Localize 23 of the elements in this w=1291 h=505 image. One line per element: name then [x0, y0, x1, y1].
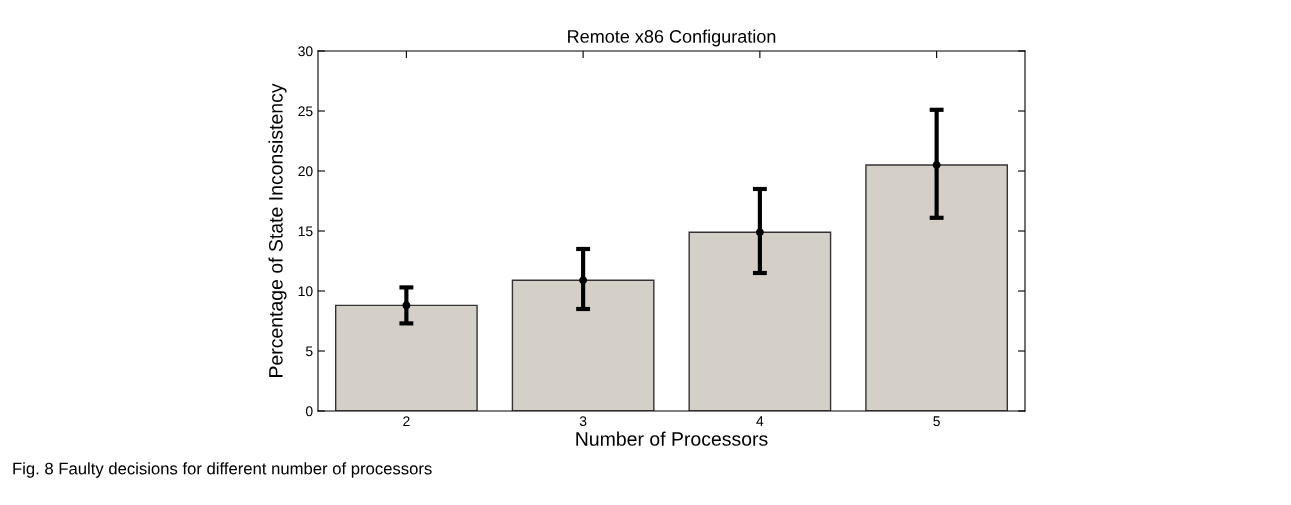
- y-tick-label: 20: [298, 166, 313, 177]
- point: [755, 228, 764, 237]
- y-tick-label: 0: [305, 406, 313, 417]
- y-tick-label: 5: [305, 346, 313, 357]
- y-tick-label: 30: [298, 46, 313, 57]
- y-tick-label: 10: [298, 286, 313, 297]
- point: [932, 161, 941, 169]
- bar: [688, 231, 832, 411]
- x-tick-label: 3: [579, 416, 587, 427]
- x-axis-title: Number of Processors: [576, 431, 768, 446]
- bar: [511, 279, 655, 411]
- bar: [865, 164, 1009, 411]
- point: [402, 301, 411, 310]
- y-tick-label: 15: [298, 226, 313, 237]
- chart-title: Remote x86 Configuration: [568, 29, 776, 47]
- x-tick-label: 5: [933, 416, 940, 427]
- y-axis-title: Percentage of State Inconsistency: [268, 83, 287, 377]
- x-tick-label: 2: [403, 416, 410, 426]
- caption: Fig. 8 Faulty decisions for different number of processors: [13, 462, 432, 478]
- point: [579, 276, 588, 285]
- bar: [334, 304, 478, 411]
- x-tick-label: 4: [756, 416, 764, 426]
- y-tick-label: 25: [298, 106, 313, 117]
